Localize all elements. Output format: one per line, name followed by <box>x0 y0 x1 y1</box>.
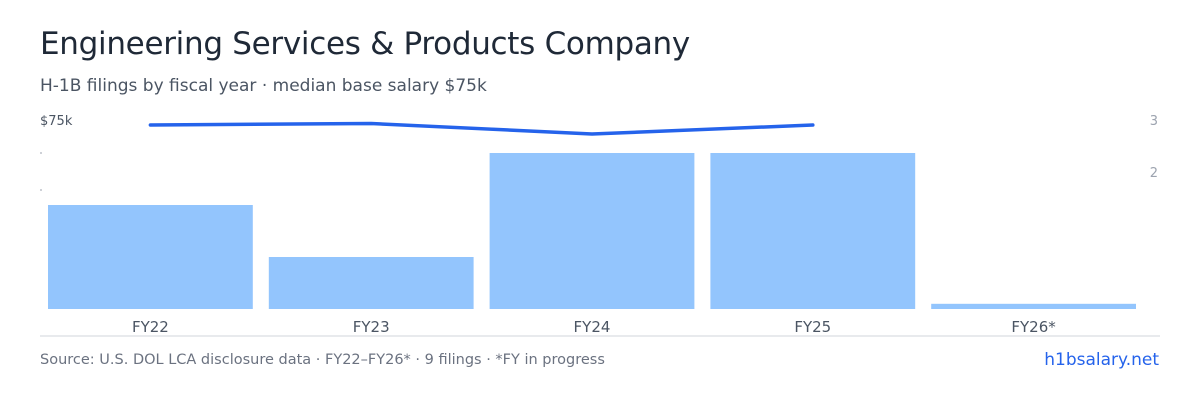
source-note: Source: U.S. DOL LCA disclosure data · F… <box>40 352 605 368</box>
bar-fy23 <box>268 257 474 309</box>
salary-point <box>148 123 152 127</box>
salary-point <box>369 122 373 125</box>
chart-title: Engineering Services & Products Company <box>40 26 690 62</box>
x-tick-label: FY24 <box>574 318 611 336</box>
bar-fy26 <box>931 303 1136 309</box>
salary-line <box>148 121 815 136</box>
x-tick-label: FY25 <box>794 318 831 336</box>
bar-fy25 <box>710 153 916 309</box>
chart-subtitle: H-1B filings by fiscal year · median bas… <box>40 76 487 96</box>
brand-link[interactable]: h1bsalary.net <box>1044 350 1159 370</box>
x-tick-label: FY22 <box>132 318 169 336</box>
right-axis-tick: 2 <box>1150 166 1158 181</box>
left-axis-tick: $75k <box>40 114 73 129</box>
x-tick-label: FY23 <box>353 318 390 336</box>
x-tick-label: FY26* <box>1011 318 1056 336</box>
right-axis-tick: 3 <box>1150 114 1158 129</box>
salary-point <box>811 123 815 127</box>
salary-point <box>590 132 594 136</box>
bar-fy24 <box>489 153 695 309</box>
bar-fy22 <box>48 205 253 309</box>
